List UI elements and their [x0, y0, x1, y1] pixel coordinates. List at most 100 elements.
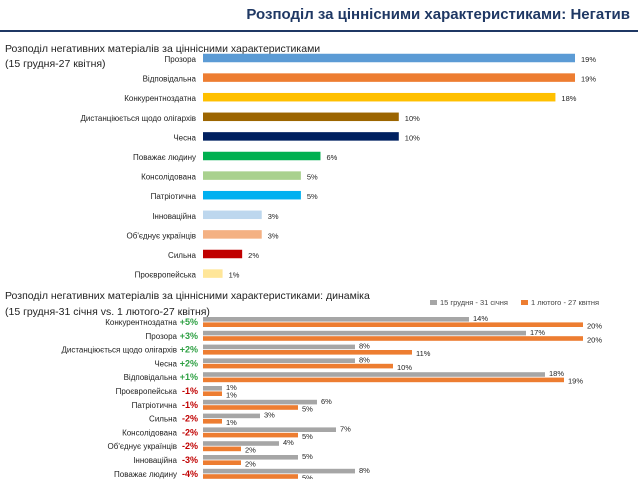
- data-label-period2: 1%: [226, 418, 237, 427]
- data-label: 5%: [307, 192, 318, 201]
- bar-period1: [203, 427, 336, 432]
- delta-label: -3%: [182, 455, 198, 465]
- bar-period2: [203, 432, 298, 438]
- bar-period2: [203, 322, 583, 327]
- category-label: Об'єднує українців: [108, 442, 177, 451]
- data-label-period2: 2%: [245, 460, 256, 469]
- bar-period2: [203, 363, 393, 369]
- delta-label: +3%: [180, 331, 198, 341]
- category-label: Дистанціюється щодо олігархів: [80, 114, 196, 123]
- bar: [203, 73, 575, 82]
- data-label: 19%: [581, 75, 596, 84]
- delta-label: +1%: [180, 372, 198, 382]
- data-label-period1: 3%: [264, 411, 275, 420]
- category-label: Об'єднує українців: [127, 231, 196, 240]
- data-label-period1: 8%: [359, 355, 370, 364]
- bar-period1: [203, 441, 279, 446]
- category-label: Інноваційна: [133, 456, 177, 465]
- bar-period2: [203, 419, 222, 424]
- data-label-period2: 19%: [568, 377, 583, 386]
- chart2-title-line1: Розподіл негативних матеріалів за цінніс…: [5, 290, 370, 302]
- bar-period2: [203, 391, 222, 396]
- category-label: Патріотична: [132, 401, 178, 410]
- bar-period2: [203, 350, 412, 355]
- category-label: Проєвропейська: [116, 387, 178, 396]
- category-label: Консолідована: [122, 428, 177, 437]
- bar: [203, 112, 399, 122]
- category-label: Дистанціюється щодо олігархів: [61, 346, 177, 355]
- category-label: Прозора: [146, 332, 178, 341]
- bar-period2: [203, 474, 298, 479]
- data-label: 3%: [268, 231, 279, 240]
- data-label-period2: 1%: [226, 391, 237, 400]
- bar: [203, 92, 556, 102]
- data-label-period1: 7%: [340, 424, 351, 433]
- data-label-period2: 5%: [302, 432, 313, 441]
- category-label: Відповідальна: [143, 75, 197, 84]
- data-label-period1: 18%: [549, 369, 564, 378]
- data-label-period2: 5%: [302, 473, 313, 479]
- data-label-period1: 4%: [283, 438, 294, 447]
- data-label-period2: 10%: [397, 363, 412, 372]
- data-label-period1: 8%: [359, 342, 370, 351]
- data-label: 1%: [229, 271, 240, 280]
- bar-period1: [203, 468, 355, 474]
- category-label: Сильна: [168, 251, 197, 260]
- bar-period1: [203, 358, 355, 363]
- data-label: 6%: [326, 153, 337, 162]
- legend-label-period2: 1 лютого - 27 квітня: [531, 300, 599, 307]
- data-label: 10%: [405, 133, 420, 142]
- delta-label: +5%: [180, 317, 198, 327]
- bar-period2: [203, 377, 564, 383]
- bar: [203, 53, 575, 63]
- bar-period1: [203, 455, 298, 460]
- category-label: Поважає людину: [133, 153, 196, 162]
- legend-swatch-period1: [430, 300, 437, 305]
- bar: [203, 132, 399, 141]
- chart2-title-line2: (15 грудня-31 січня vs. 1 лютого-27 квіт…: [5, 306, 210, 318]
- data-label: 18%: [561, 94, 576, 103]
- bar-period1: [203, 386, 222, 391]
- category-label: Консолідована: [141, 173, 196, 182]
- data-label-period2: 2%: [245, 446, 256, 455]
- delta-label: -2%: [182, 427, 198, 437]
- chart-value-dynamics: 15 грудня - 31 січня 1 лютого - 27 квітня…: [61, 300, 602, 479]
- bar: [203, 269, 223, 278]
- data-label-period2: 20%: [587, 322, 602, 331]
- category-label: Конкурентноздатна: [105, 318, 177, 327]
- data-label: 2%: [248, 251, 259, 260]
- page-title: Розподіл за ціннісними характеристиками:…: [246, 6, 630, 23]
- data-label-period2: 20%: [587, 335, 602, 344]
- bar-period1: [203, 317, 469, 322]
- data-label-period2: 5%: [302, 404, 313, 413]
- category-label: Патріотична: [151, 192, 197, 201]
- legend-swatch-period2: [521, 300, 528, 305]
- chart1-title-line2: (15 грудня-27 квітня): [5, 58, 106, 70]
- data-label-period1: 1%: [226, 383, 237, 392]
- category-label: Чесна: [173, 133, 196, 142]
- data-label-period1: 14%: [473, 314, 488, 323]
- bar: [203, 210, 262, 220]
- delta-label: +2%: [180, 358, 198, 368]
- bar: [203, 171, 301, 180]
- header-divider: [0, 30, 638, 32]
- bar: [203, 190, 301, 200]
- delta-label: -2%: [182, 414, 198, 424]
- delta-label: -1%: [182, 400, 198, 410]
- data-label-period2: 11%: [416, 349, 431, 358]
- delta-label: -1%: [182, 386, 198, 396]
- data-label-period1: 5%: [302, 452, 313, 461]
- category-label: Прозора: [165, 55, 197, 64]
- category-label: Проєвропейська: [135, 271, 197, 280]
- category-label: Відповідальна: [124, 373, 178, 382]
- data-label-period1: 6%: [321, 397, 332, 406]
- bar: [203, 151, 321, 161]
- category-label: Сильна: [149, 415, 178, 424]
- category-label: Чесна: [154, 359, 177, 368]
- data-label-period1: 17%: [530, 328, 545, 337]
- legend-label-period1: 15 грудня - 31 січня: [440, 300, 508, 307]
- bar-period1: [203, 372, 545, 377]
- data-label: 19%: [581, 55, 596, 64]
- category-label: Поважає людину: [114, 470, 177, 479]
- data-label: 3%: [268, 212, 279, 221]
